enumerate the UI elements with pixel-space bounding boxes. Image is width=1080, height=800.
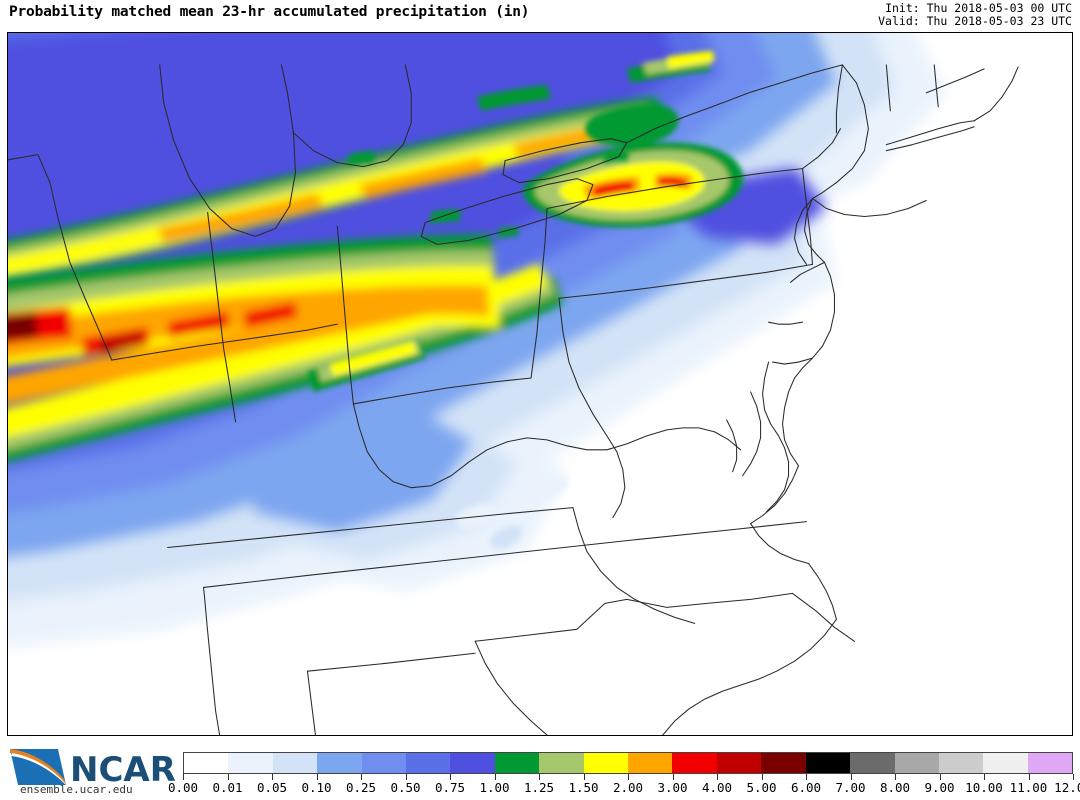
- colorbar-tick: [1028, 774, 1030, 780]
- precip-band-main: [8, 234, 563, 462]
- colorbar-tick-label: 0.05: [256, 780, 288, 795]
- colorbar-tick: [450, 774, 451, 780]
- colorbar-swatch: [672, 753, 717, 773]
- ncar-logo: NCAR: [6, 745, 176, 797]
- colorbar-tick-label: 12.00: [1054, 780, 1080, 795]
- colorbar-swatch: [450, 753, 495, 773]
- colorbar-swatch: [539, 753, 584, 773]
- colorbar-tick: [761, 774, 763, 780]
- colorbar-tick: [806, 774, 807, 780]
- colorbar-tick: [583, 774, 585, 780]
- colorbar-tick-label: 0.25: [345, 780, 377, 795]
- map-canvas: [8, 33, 1072, 735]
- colorbar-labels: 0.00 0.01 0.05 0.10 0.25 0.50 0.75 1.00 1.25 1.50…: [0, 780, 1080, 798]
- colorbar-tick-label: 0.00: [167, 780, 199, 795]
- colorbar-swatch: [583, 753, 629, 773]
- colorbar-swatch: [894, 753, 939, 773]
- colorbar-tick: [316, 774, 318, 780]
- colorbar-tick-label: 0.75: [434, 780, 466, 795]
- state-boundaries: [8, 64, 1019, 735]
- ncar-wordmark: NCAR: [70, 750, 176, 790]
- colorbar-tick: [984, 774, 985, 780]
- page-title: Probability matched mean 23-hr accumulat…: [9, 4, 530, 20]
- init-time-label: Init: Thu 2018-05-03 00 UTC: [885, 1, 1072, 15]
- colorbar-tick: [895, 774, 896, 780]
- map-panel: [7, 32, 1073, 736]
- ncar-url: ensemble.ucar.edu: [20, 783, 133, 796]
- colorbar-tick: [628, 774, 629, 780]
- colorbar-tick-label: 2.00: [612, 780, 644, 795]
- colorbar-tick: [361, 774, 362, 780]
- colorbar-tick-label: 0.01: [212, 780, 243, 795]
- colorbar-swatch: [1027, 753, 1073, 773]
- colorbar-tick-label: 8.00: [879, 780, 911, 795]
- colorbar-tick-label: 4.00: [701, 780, 733, 795]
- colorbar-tick-label: 0.50: [390, 780, 421, 795]
- colorbar-swatch: [805, 753, 851, 773]
- colorbar-tick: [539, 774, 540, 780]
- colorbar-tick: [850, 774, 852, 780]
- colorbar-swatch: [628, 753, 673, 773]
- colorbar-swatch: [494, 753, 540, 773]
- colorbar-swatch: [716, 753, 762, 773]
- precip-contours: [8, 33, 947, 648]
- colorbar-tick-label: 9.00: [924, 780, 955, 795]
- colorbar-swatch: [850, 753, 895, 773]
- colorbar-swatch: [761, 753, 806, 773]
- colorbar-ticks: [183, 774, 1074, 781]
- colorbar: [183, 752, 1073, 774]
- colorbar-swatch: [406, 753, 451, 773]
- colorbar-swatch: [184, 753, 229, 773]
- colorbar-tick-label: 11.00: [1009, 780, 1048, 795]
- colorbar-swatch: [983, 753, 1028, 773]
- colorbar-tick-label: 5.00: [746, 780, 777, 795]
- colorbar-tick-label: 6.00: [790, 780, 822, 795]
- colorbar-tick-label: 7.00: [835, 780, 866, 795]
- colorbar-tick: [672, 774, 674, 780]
- colorbar-swatch: [228, 753, 273, 773]
- precipitation-field: [8, 33, 1072, 735]
- precip-cell-newyork: [523, 104, 744, 228]
- colorbar-swatch: [317, 753, 362, 773]
- colorbar-tick: [717, 774, 718, 780]
- colorbar-swatch: [272, 753, 318, 773]
- colorbar-tick: [227, 774, 229, 780]
- colorbar-tick: [405, 774, 407, 780]
- ncar-logo-graphic: NCAR: [10, 749, 176, 790]
- forecast-timestamps: Init: Thu 2018-05-03 00 UTC Valid: Thu 2…: [878, 2, 1072, 28]
- colorbar-tick-label: 1.00: [479, 780, 510, 795]
- colorbar-tick-label: 10.00: [965, 780, 1003, 795]
- colorbar-tick-label: 1.50: [568, 780, 599, 795]
- colorbar-tick: [494, 774, 496, 780]
- colorbar-tick: [183, 774, 184, 780]
- colorbar-tick-label: 3.00: [657, 780, 688, 795]
- colorbar-tick: [272, 774, 273, 780]
- colorbar-tick: [939, 774, 941, 780]
- valid-time-label: Valid: Thu 2018-05-03 23 UTC: [878, 14, 1072, 28]
- colorbar-swatch: [938, 753, 984, 773]
- colorbar-tick: [1073, 774, 1074, 780]
- precip-band-north: [8, 96, 667, 284]
- colorbar-swatch: [361, 753, 407, 773]
- colorbar-tick-label: 0.10: [301, 780, 332, 795]
- colorbar-tick-label: 1.25: [523, 780, 555, 795]
